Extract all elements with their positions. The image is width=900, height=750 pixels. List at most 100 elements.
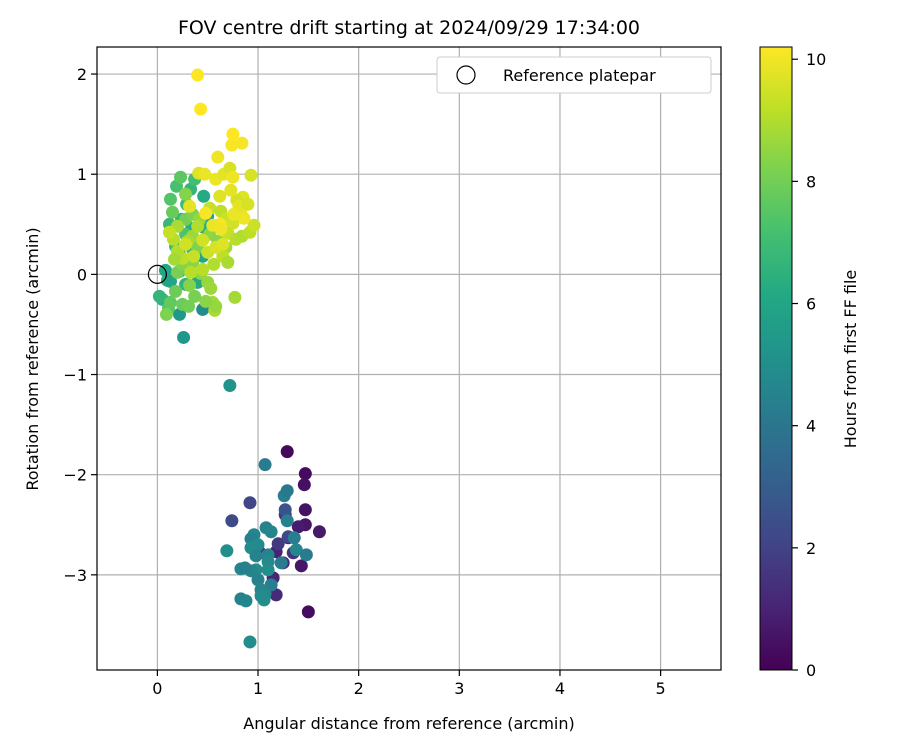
data-point	[269, 588, 283, 602]
data-point	[228, 290, 242, 304]
data-point	[216, 237, 230, 251]
colorbar-tick-label: 10	[806, 50, 826, 69]
x-axis-label: Angular distance from reference (arcmin)	[243, 714, 574, 733]
data-point	[251, 573, 265, 587]
colorbar: 0 2 4 6 8 10 Hours from first FF file	[759, 46, 860, 680]
data-point	[159, 307, 173, 321]
legend-label-reference: Reference platepar	[503, 66, 656, 85]
x-tick-label: 4	[555, 679, 565, 698]
colorbar-label: Hours from first FF file	[841, 270, 860, 449]
data-point	[238, 561, 252, 575]
colorbar-tick-label: 6	[806, 295, 816, 314]
data-point	[188, 289, 202, 303]
data-point	[258, 458, 272, 472]
data-point	[249, 549, 263, 563]
data-point	[237, 211, 251, 225]
data-point	[227, 207, 241, 221]
data-point	[280, 514, 294, 528]
data-point	[179, 187, 193, 201]
data-point	[196, 233, 210, 247]
data-point	[173, 307, 187, 321]
data-point	[223, 379, 237, 393]
data-point	[179, 237, 193, 251]
data-point	[197, 189, 211, 203]
data-point	[220, 544, 234, 558]
data-point	[294, 559, 308, 573]
data-point	[196, 262, 210, 276]
colorbar-gradient	[759, 46, 793, 671]
data-point	[207, 257, 221, 271]
data-point	[152, 289, 166, 303]
data-point	[209, 299, 223, 313]
data-point	[191, 68, 205, 82]
x-tick-label: 3	[454, 679, 464, 698]
data-point	[298, 503, 312, 517]
data-point	[221, 255, 235, 269]
data-point	[187, 249, 201, 263]
data-point	[243, 496, 257, 510]
data-point	[214, 222, 228, 236]
colorbar-tick-label: 8	[806, 172, 816, 191]
x-tick-label: 1	[253, 679, 263, 698]
x-tick-label: 0	[152, 679, 162, 698]
plot-frame	[96, 46, 722, 671]
data-point	[191, 219, 205, 233]
data-point	[289, 543, 303, 557]
data-point	[278, 503, 292, 517]
data-point	[274, 556, 288, 570]
data-point	[184, 265, 198, 279]
data-point	[225, 138, 239, 152]
data-point	[280, 445, 294, 459]
data-point	[261, 563, 275, 577]
data-point	[235, 136, 249, 150]
data-point	[226, 170, 240, 184]
data-point	[264, 525, 278, 539]
data-point	[183, 278, 197, 292]
y-tick-label: −2	[63, 466, 87, 485]
x-tick-label: 2	[354, 679, 364, 698]
data-point	[167, 252, 181, 266]
data-point	[182, 299, 196, 313]
data-point	[297, 478, 311, 492]
data-point	[199, 294, 213, 308]
data-point	[291, 520, 305, 534]
data-point	[198, 167, 212, 181]
data-points	[147, 68, 326, 649]
reference-platepar-marker	[147, 264, 167, 284]
data-point	[163, 274, 177, 288]
y-axis-label: Rotation from reference (arcmin)	[23, 227, 42, 490]
data-point	[199, 206, 213, 220]
data-point	[163, 295, 177, 309]
data-point	[301, 605, 315, 619]
y-tick-label: −1	[63, 366, 87, 385]
data-point	[287, 531, 301, 545]
data-point	[243, 635, 257, 649]
data-point	[312, 525, 326, 539]
data-point	[162, 225, 176, 239]
data-point	[211, 150, 225, 164]
x-tick-label: 5	[656, 679, 666, 698]
chart-title: FOV centre drift starting at 2024/09/29 …	[178, 17, 640, 39]
data-point	[174, 170, 188, 184]
data-point	[177, 330, 191, 344]
legend-box	[436, 56, 712, 94]
data-point	[165, 205, 179, 219]
data-point	[271, 537, 285, 551]
data-point	[224, 183, 238, 197]
data-point	[194, 102, 208, 116]
data-point	[241, 197, 255, 211]
x-axis-ticks: 0 1 2 3 4 5	[152, 670, 666, 698]
data-point	[225, 514, 239, 528]
legend-marker-reference	[456, 65, 476, 85]
data-point	[244, 168, 258, 182]
data-point	[257, 593, 271, 607]
y-tick-label: 2	[77, 65, 87, 84]
colorbar-tick-label: 4	[806, 417, 816, 436]
y-tick-label: 1	[77, 165, 87, 184]
data-point	[298, 467, 312, 481]
data-point	[183, 199, 197, 213]
data-point	[226, 127, 240, 141]
y-tick-label: −3	[63, 566, 87, 585]
data-point	[213, 189, 227, 203]
